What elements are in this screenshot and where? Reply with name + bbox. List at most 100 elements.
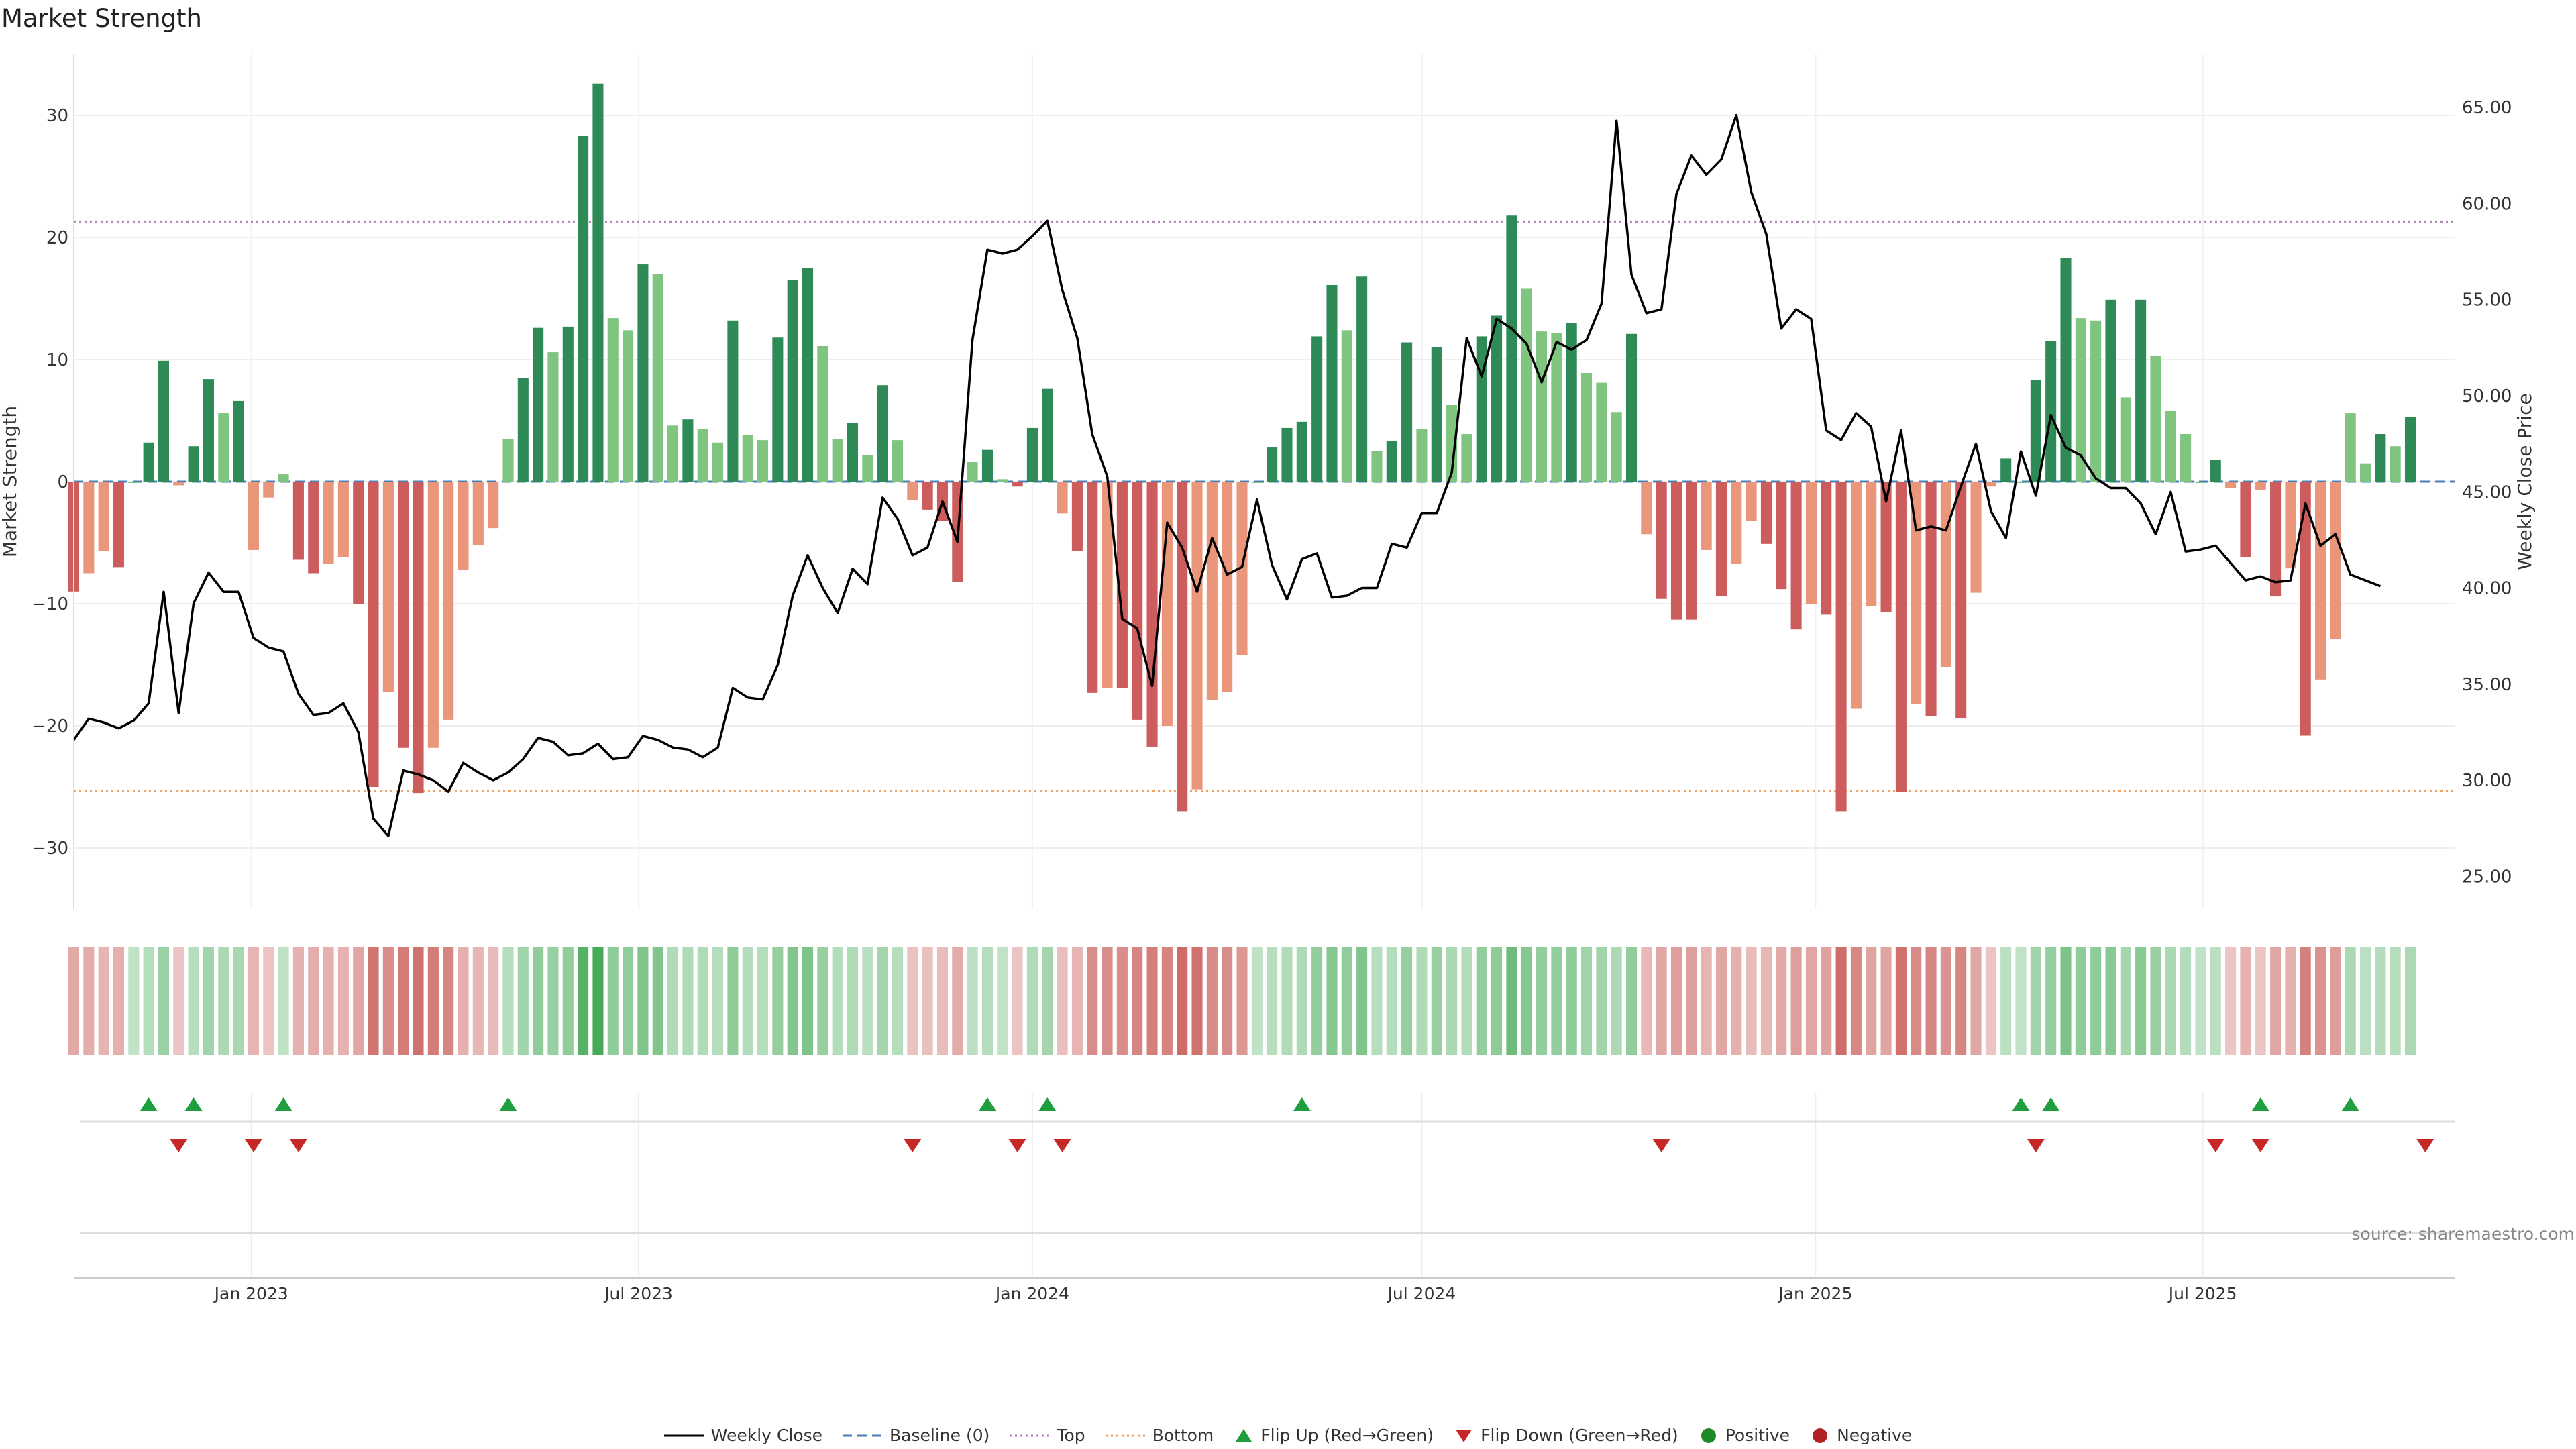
strength-bar — [1431, 347, 1442, 482]
heat-cell — [308, 947, 319, 1055]
heat-cell — [398, 947, 409, 1055]
heat-cell — [2360, 947, 2371, 1055]
strength-bar — [2285, 482, 2296, 569]
heat-cell — [2390, 947, 2401, 1055]
heat-cell — [98, 947, 109, 1055]
strength-bar — [787, 280, 798, 482]
y-tick-label-right: 35.00 — [2462, 675, 2512, 695]
flip-markers — [140, 1097, 2434, 1152]
strength-bar — [248, 482, 259, 550]
heat-cell — [1715, 947, 1727, 1055]
strength-bar — [98, 482, 109, 551]
strength-bars — [68, 83, 2416, 812]
heat-cell — [1611, 947, 1622, 1055]
strength-bar — [2315, 482, 2326, 680]
strength-bar — [727, 320, 739, 482]
strength-bar — [2360, 463, 2371, 482]
strength-bar — [2345, 413, 2356, 482]
heat-cell — [1641, 947, 1652, 1055]
strength-bar — [1251, 482, 1263, 483]
heat-cell — [1701, 947, 1712, 1055]
heat-cell — [1536, 947, 1548, 1055]
strength-bar — [981, 449, 993, 482]
y-tick-label-right: 55.00 — [2462, 290, 2512, 311]
legend-circle-mark — [1701, 1428, 1716, 1443]
strength-bar — [158, 360, 169, 482]
heat-cell — [1116, 947, 1128, 1055]
x-tick-label: Jan 2025 — [1777, 1284, 1852, 1303]
heat-cell — [472, 947, 484, 1055]
heat-cell — [1551, 947, 1562, 1055]
heat-cell — [907, 947, 918, 1055]
flip-down-marker — [2416, 1139, 2434, 1152]
heat-cell — [2120, 947, 2131, 1055]
heat-cell — [443, 947, 454, 1055]
heat-cell — [547, 947, 559, 1055]
heat-cell — [607, 947, 619, 1055]
heat-cell — [1625, 947, 1638, 1055]
heat-cell — [1267, 947, 1278, 1055]
heat-cell — [2255, 947, 2266, 1055]
flip-up-marker — [499, 1097, 517, 1111]
strength-bar — [1177, 482, 1188, 812]
legend-swatch-dot — [1105, 1434, 1146, 1436]
strength-bar — [742, 435, 753, 482]
legend-label: Weekly Close — [710, 1426, 823, 1445]
heat-cell — [877, 947, 888, 1055]
strength-bar — [1341, 330, 1352, 482]
price-line-group — [72, 113, 2381, 837]
flip-up-marker — [140, 1097, 158, 1111]
flip-down-marker — [1053, 1139, 1071, 1152]
heat-cell — [2075, 947, 2086, 1055]
strength-bar — [623, 330, 634, 482]
heat-cell — [1521, 947, 1532, 1055]
strength-bar — [1326, 284, 1338, 482]
heat-cell — [1880, 947, 1892, 1055]
heat-cell — [712, 947, 724, 1055]
heat-cell — [1236, 947, 1248, 1055]
flip-up-marker — [978, 1097, 996, 1111]
heat-cell — [188, 947, 199, 1055]
heat-cell — [2180, 947, 2192, 1055]
strength-bar — [1790, 482, 1802, 630]
heat-cell — [2210, 947, 2221, 1055]
heat-cell — [1071, 947, 1083, 1055]
strength-bar — [862, 454, 873, 482]
heat-cell — [1656, 947, 1667, 1055]
strength-bar — [1042, 388, 1053, 482]
strength-bar — [1116, 482, 1128, 688]
legend-label: Top — [1057, 1426, 1085, 1445]
heat-cell — [1251, 947, 1263, 1055]
heat-cell — [2404, 947, 2416, 1055]
heat-cell — [1206, 947, 1218, 1055]
legend-label: Flip Up (Red→Green) — [1260, 1426, 1434, 1445]
strength-bar — [1491, 315, 1503, 482]
legend-triangle-up — [1236, 1428, 1252, 1442]
heat-cell — [967, 947, 978, 1055]
heat-cell — [952, 947, 963, 1055]
strength-bar — [1805, 482, 1817, 604]
legend-item: Flip Down (Green→Red) — [1454, 1426, 1678, 1445]
legend-item: Weekly Close — [663, 1426, 823, 1445]
heat-cell — [2225, 947, 2237, 1055]
chart-title: Market Strength — [1, 4, 202, 33]
strength-bar — [233, 400, 244, 482]
heat-cell — [1026, 947, 1038, 1055]
y-tick-label-right: 65.00 — [2462, 98, 2512, 118]
heat-cell — [1326, 947, 1338, 1055]
strength-heat-strip — [68, 947, 2416, 1055]
heat-cell — [502, 947, 514, 1055]
heat-cell — [1281, 947, 1293, 1055]
heat-cell — [757, 947, 769, 1055]
heat-cell — [2330, 947, 2341, 1055]
strength-bar — [1760, 482, 1772, 544]
strength-bar — [562, 326, 574, 482]
strength-bar — [2390, 446, 2401, 482]
heat-cell — [2195, 947, 2206, 1055]
heat-cell — [2135, 947, 2147, 1055]
strength-bar — [2060, 258, 2072, 482]
strength-bar — [1715, 482, 1727, 597]
heat-cell — [1416, 947, 1428, 1055]
x-tick-label: Jul 2025 — [2167, 1284, 2237, 1303]
strength-bar — [1057, 482, 1068, 514]
